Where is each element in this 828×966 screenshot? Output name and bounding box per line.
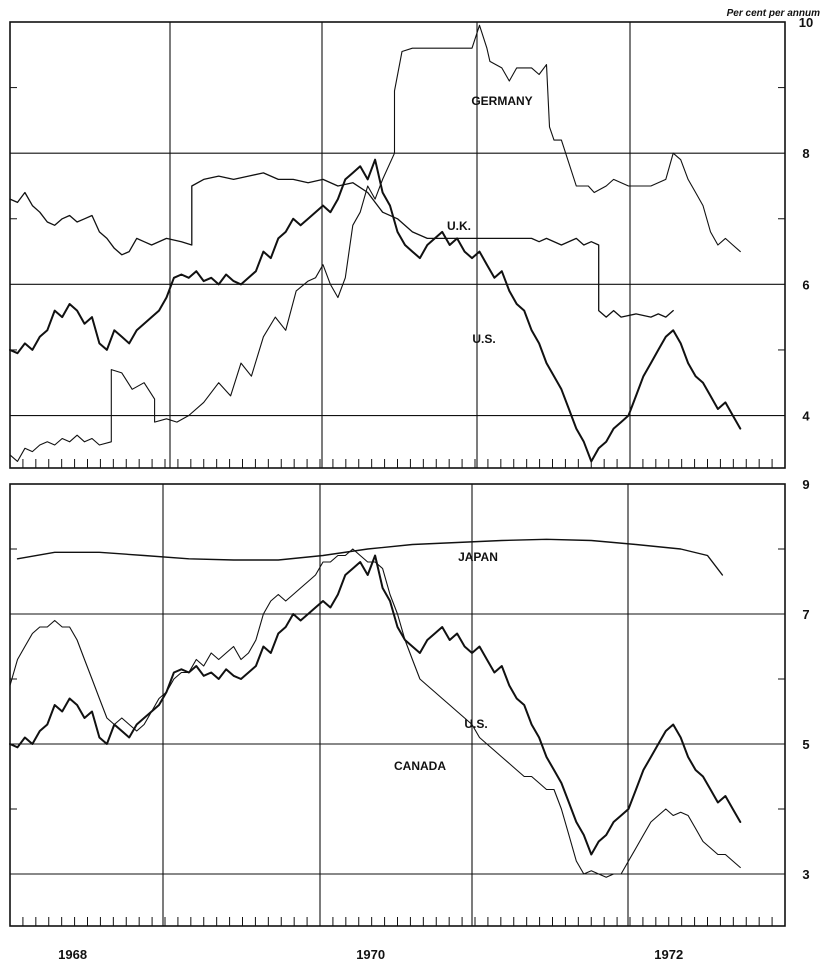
bottom-series-line-japan — [16, 538, 724, 576]
top-series-label-germany: GERMANY — [471, 94, 532, 108]
top-y-tick-label: 8 — [802, 146, 809, 161]
top-series-line-uk — [9, 172, 674, 318]
x-tick-label-1970: 1970 — [356, 947, 385, 961]
bottom-y-tick-label: 5 — [802, 737, 809, 752]
bottom-y-tick-label: 9 — [802, 477, 809, 492]
bottom-series-line-us — [9, 554, 742, 856]
bottom-y-tick-label: 3 — [802, 867, 809, 882]
top-panel-frame — [9, 21, 786, 469]
bottom-y-tick-label: 7 — [802, 607, 809, 622]
x-tick-label-1972: 1972 — [654, 947, 683, 961]
top-y-tick-label: 10 — [799, 15, 813, 30]
top-series-line-germany — [9, 24, 741, 462]
bottom-series-label-japan: JAPAN — [458, 550, 498, 564]
bottom-series-label-us: U.S. — [464, 717, 487, 731]
bottom-series-line-canada — [9, 548, 741, 878]
bottom-series-label-canada: CANADA — [394, 759, 446, 773]
bottom-panel-frame — [9, 483, 786, 927]
top-series-label-uk: U.K. — [447, 219, 471, 233]
top-y-tick-label: 4 — [802, 409, 810, 424]
top-y-tick-label: 6 — [802, 277, 809, 292]
unit-label: Per cent per annum — [727, 8, 820, 19]
top-series-label-us: U.S. — [472, 332, 495, 346]
top-series-line-us — [9, 158, 742, 463]
x-tick-label-1968: 1968 — [58, 947, 87, 961]
